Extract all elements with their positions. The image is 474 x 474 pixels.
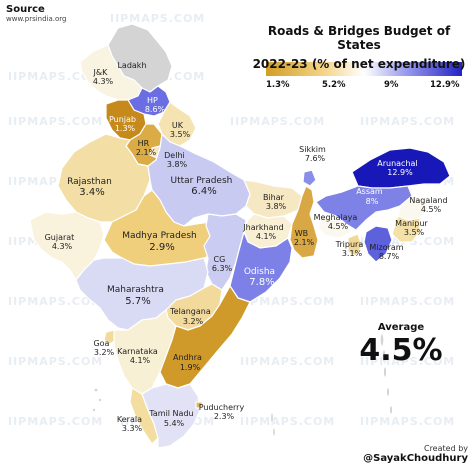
label-jk: J&K 4.3% bbox=[93, 60, 114, 86]
state-labels: Ladakh J&K 4.3% HP 8.6% Punjab 1.3% UK 3… bbox=[45, 60, 452, 433]
label-tripura: Tripura 3.1% bbox=[335, 232, 369, 258]
credit-handle: @SayakChoudhury bbox=[363, 453, 468, 464]
label-maharashtra: Maharashtra 5.7% bbox=[107, 277, 169, 307]
state-bihar bbox=[243, 179, 303, 219]
label-nagaland: Nagaland 4.5% bbox=[409, 188, 452, 214]
state-sikkim bbox=[302, 169, 317, 187]
average-value: 4.5% bbox=[359, 333, 443, 368]
label-gujarat: Gujarat 4.3% bbox=[45, 225, 80, 251]
svg-text:IIPMAPS.COM: IIPMAPS.COM bbox=[8, 355, 103, 368]
label-wb: WB 2.1% bbox=[294, 221, 315, 247]
title-line-2: 2022-23 (% of net expenditure) bbox=[252, 57, 466, 71]
label-sikkim: Sikkim 7.6% bbox=[299, 137, 331, 163]
state-odisha bbox=[229, 231, 293, 303]
state-uk bbox=[157, 101, 197, 147]
state-andhra bbox=[159, 285, 251, 389]
svg-text:IIPMAPS.COM: IIPMAPS.COM bbox=[230, 115, 325, 128]
label-uk: UK 3.5% bbox=[170, 113, 191, 139]
state-mizoram bbox=[363, 225, 393, 263]
legend-gradient-bar bbox=[266, 62, 462, 76]
state-shapes bbox=[29, 23, 451, 449]
label-puducherry: Puducherry 2.3% bbox=[199, 395, 250, 421]
label-rajasthan: Rajasthan 3.4% bbox=[67, 169, 117, 198]
label-arunachal: Arunachal 12.9% bbox=[377, 151, 423, 177]
source-site: www.prsindia.org bbox=[6, 15, 67, 23]
label-ladakh: Ladakh bbox=[117, 61, 146, 70]
label-meghalaya: Meghalaya 4.5% bbox=[314, 205, 363, 231]
label-cg: CG 6.3% bbox=[212, 247, 233, 273]
label-andhra: Andhra 1.9% bbox=[173, 345, 207, 372]
svg-text:IIPMAPS.COM: IIPMAPS.COM bbox=[240, 355, 335, 368]
label-manipur: Manipur 3.5% bbox=[395, 211, 433, 237]
label-jharkhand: Jharkhand 4.1% bbox=[242, 215, 288, 241]
label-odisha: Odisha 7.8% bbox=[244, 259, 280, 288]
state-tn bbox=[141, 383, 201, 449]
label-mizoram: Mizoram 8.7% bbox=[369, 235, 408, 261]
lakshadweep-islands bbox=[92, 388, 102, 412]
state-goa bbox=[103, 329, 117, 345]
credit-block: Created by @SayakChoudhury bbox=[363, 444, 468, 464]
legend-tick-min: 1.3% bbox=[266, 80, 290, 90]
title-line-1: Roads & Bridges Budget of States bbox=[267, 24, 451, 52]
label-up: Uttar Pradesh 6.4% bbox=[171, 168, 238, 197]
label-hr: HR 2.1% bbox=[136, 131, 157, 157]
svg-text:IIPMAPS.COM: IIPMAPS.COM bbox=[8, 115, 103, 128]
state-puducherry bbox=[195, 401, 203, 409]
label-assam: Assam 8% bbox=[356, 179, 388, 206]
label-kerala: Kerala 3.3% bbox=[117, 407, 147, 433]
state-wb bbox=[289, 185, 319, 259]
label-goa: Goa 3.2% bbox=[93, 331, 114, 357]
label-hp: HP 8.6% bbox=[145, 88, 166, 114]
label-mp: Madhya Pradesh 2.9% bbox=[122, 223, 202, 253]
legend-tick-high: 9% bbox=[384, 80, 399, 90]
label-bihar: Bihar 3.8% bbox=[263, 185, 289, 211]
average-block: Average 4.5% bbox=[346, 322, 456, 368]
state-meghalaya bbox=[317, 215, 353, 239]
source-heading: Source bbox=[6, 4, 45, 15]
map-title: Roads & Bridges Budget of States 2022-23… bbox=[246, 24, 472, 71]
label-karnataka: Karnataka 4.1% bbox=[117, 339, 163, 365]
svg-text:IIPMAPS.COM: IIPMAPS.COM bbox=[240, 295, 335, 308]
svg-text:IIPMAPS.COM: IIPMAPS.COM bbox=[8, 415, 103, 428]
legend-tick-low: 5.2% bbox=[322, 80, 346, 90]
state-manipur bbox=[391, 215, 421, 243]
legend-tick-max: 12.9% bbox=[430, 80, 460, 90]
state-cg bbox=[203, 213, 247, 291]
label-punjab: Punjab 1.3% bbox=[109, 107, 141, 133]
svg-text:IIPMAPS.COM: IIPMAPS.COM bbox=[8, 70, 103, 83]
label-delhi: Delhi 3.8% bbox=[164, 143, 190, 169]
svg-text:IIPMAPS.COM: IIPMAPS.COM bbox=[240, 415, 335, 428]
label-telangana: Telangana 3.2% bbox=[169, 299, 216, 326]
svg-text:IIPMAPS.COM: IIPMAPS.COM bbox=[8, 295, 103, 308]
credit-heading: Created by bbox=[423, 444, 468, 453]
state-tripura bbox=[347, 233, 363, 257]
label-tn: Tamil Nadu 5.4% bbox=[148, 401, 198, 428]
average-label: Average bbox=[377, 322, 425, 333]
svg-text:IIPMAPS.COM: IIPMAPS.COM bbox=[360, 415, 455, 428]
svg-text:IIPMAPS.COM: IIPMAPS.COM bbox=[110, 12, 205, 25]
svg-text:IIPMAPS.COM: IIPMAPS.COM bbox=[360, 115, 455, 128]
svg-text:IIPMAPS.COM: IIPMAPS.COM bbox=[360, 295, 455, 308]
source-block: Source www.prsindia.org bbox=[6, 4, 67, 23]
andaman-islands bbox=[270, 333, 393, 437]
